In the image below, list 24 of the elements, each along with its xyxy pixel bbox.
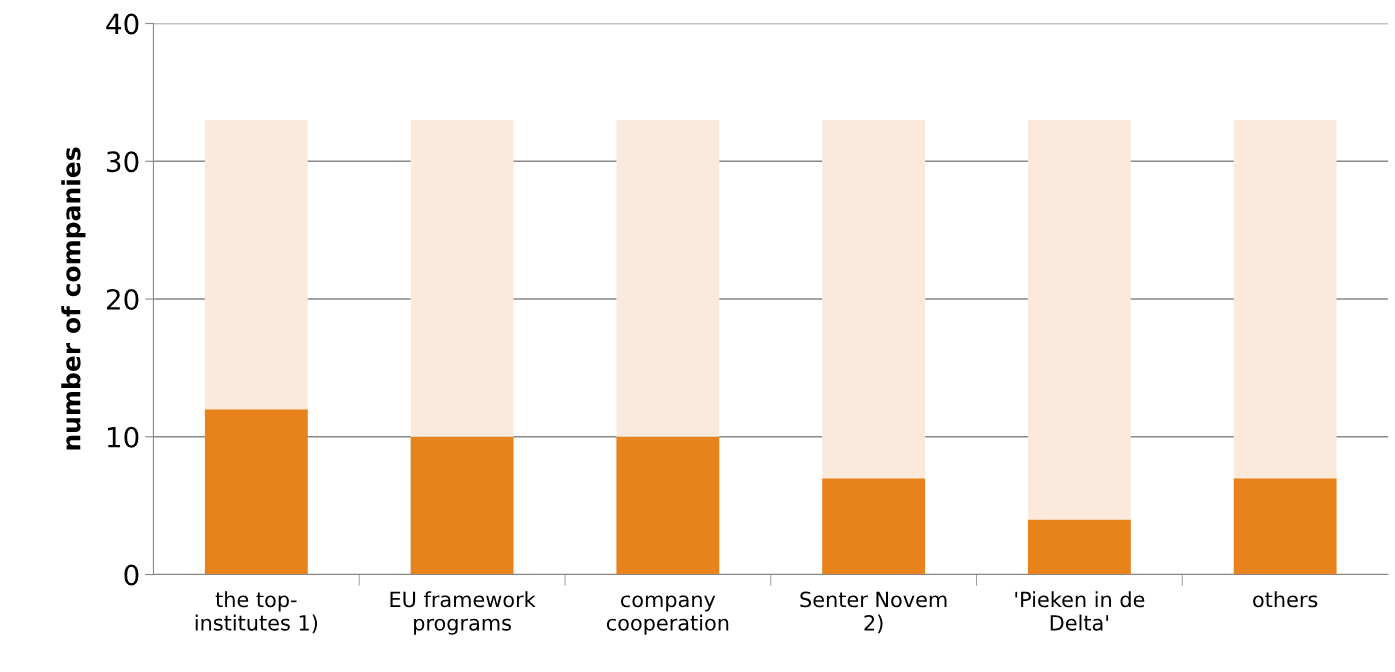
- x-tick-label: Senter Novem 2): [800, 591, 947, 634]
- y-tick-label: 10: [107, 426, 139, 448]
- x-tick-label: others: [1253, 591, 1318, 608]
- bar: [822, 119, 926, 479]
- x-tick-label: the top- institutes 1): [195, 591, 318, 634]
- bar: [204, 119, 308, 410]
- y-axis-title: number of companies: [61, 147, 86, 450]
- bar: [1233, 119, 1337, 479]
- bar: [616, 436, 720, 575]
- y-tick-label: 40: [106, 13, 139, 35]
- y-tick-label: 20: [106, 288, 139, 310]
- bar: [1027, 519, 1131, 575]
- y-tick-label: 0: [124, 564, 139, 586]
- y-tick-label: 30: [107, 151, 139, 173]
- x-tick-label: 'Pieken in de Delta': [1015, 591, 1145, 631]
- bar: [1027, 119, 1131, 520]
- bar: [410, 436, 514, 575]
- bar: [822, 478, 926, 575]
- bar: [616, 119, 720, 437]
- bar: [204, 409, 308, 575]
- bar: [1233, 478, 1337, 575]
- x-tick-label: company cooperation: [606, 595, 729, 635]
- bar: [410, 119, 514, 437]
- x-tick-label: EU framework programs: [390, 591, 536, 635]
